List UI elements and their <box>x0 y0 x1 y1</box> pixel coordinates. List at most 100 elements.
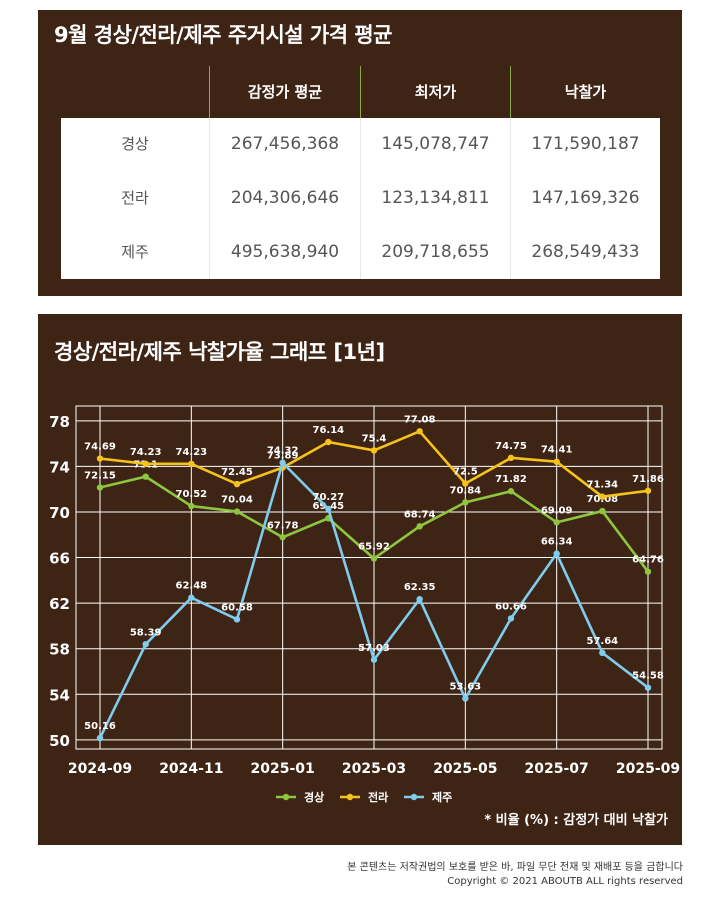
data-label-jeju: 54.58 <box>632 671 664 682</box>
data-label-jeolla: 72.5 <box>453 466 478 477</box>
data-point-jeolla <box>370 447 378 454</box>
data-label-gyeongsang: 70.84 <box>450 485 482 496</box>
table-title: 9월 경상/전라/제주 주거시설 가격 평균 <box>54 23 393 47</box>
data-point-gyeongsang <box>553 519 560 526</box>
table-cell: 171,590,187 <box>531 134 640 154</box>
legend-label-jeju: 제주 <box>432 790 452 804</box>
data-point-gyeongsang <box>599 507 606 515</box>
data-point-gyeongsang <box>188 502 195 510</box>
x-tick-label: 2024-09 <box>68 761 132 777</box>
legend-marker-jeolla <box>346 793 354 801</box>
data-label-jeolla: 77.08 <box>404 414 436 425</box>
data-point-gyeongsang <box>370 555 378 562</box>
table-cell: 145,078,747 <box>381 134 490 154</box>
table-cell: 495,638,940 <box>230 242 340 262</box>
y-tick-label: 78 <box>49 413 70 431</box>
x-tick-label: 2025-05 <box>433 761 497 777</box>
data-label-jeju: 57.03 <box>358 643 390 654</box>
data-point-jeolla <box>553 458 560 465</box>
row-label-jeolla: 전라 <box>121 189 149 207</box>
copyright-line: Copyright © 2021 ABOUTB ALL rights reser… <box>447 876 683 887</box>
data-point-jeolla <box>644 487 652 494</box>
row-label-gyeongsang: 경상 <box>121 135 149 153</box>
table-body: 경상 267,456,368 145,078,747 171,590,187 전… <box>61 118 660 279</box>
data-label-gyeongsang: 65.92 <box>358 541 390 552</box>
data-label-jeju: 50.16 <box>84 721 116 732</box>
data-label-jeju: 60.58 <box>221 602 253 613</box>
data-label-jeolla: 74.41 <box>541 445 573 456</box>
x-tick-label: 2024-11 <box>159 761 223 777</box>
data-label-jeju: 62.48 <box>176 581 208 592</box>
data-point-jeju <box>279 459 286 466</box>
data-point-jeju <box>507 615 515 622</box>
chart-title: 경상/전라/제주 낙찰가율 그래프 [1년] <box>54 340 385 364</box>
header-separator <box>360 66 361 118</box>
y-tick-label: 54 <box>49 686 70 704</box>
data-point-jeju <box>325 505 332 513</box>
data-point-jeju <box>142 641 149 648</box>
data-label-gyeongsang: 70.04 <box>221 495 253 506</box>
data-point-jeju <box>599 649 606 657</box>
y-tick-label: 70 <box>49 504 70 522</box>
legend-label-jeolla: 전라 <box>368 790 389 804</box>
y-tick-label: 74 <box>49 458 70 476</box>
data-label-jeolla: 71.86 <box>632 474 664 485</box>
data-point-jeolla <box>507 454 515 462</box>
data-label-jeolla: 75.4 <box>362 433 387 444</box>
row-label-jeju: 제주 <box>121 243 149 261</box>
table-cell: 268,549,433 <box>531 242 640 262</box>
data-point-jeolla <box>188 460 195 467</box>
data-point-gyeongsang <box>142 473 149 480</box>
x-tick-label: 2025-01 <box>251 761 315 777</box>
table-cell: 147,169,326 <box>531 188 640 208</box>
header-minimum-price: 최저가 <box>414 83 457 101</box>
x-tick-label: 2025-09 <box>616 761 680 777</box>
x-tick-label: 2025-03 <box>342 761 406 777</box>
data-label-gyeongsang: 67.78 <box>267 520 299 531</box>
data-point-jeju <box>644 684 652 691</box>
data-label-jeolla: 72.45 <box>221 467 253 478</box>
data-point-gyeongsang <box>279 534 286 541</box>
data-label-jeju: 62.35 <box>404 582 436 593</box>
data-point-gyeongsang <box>462 499 469 506</box>
data-label-jeolla: 74.23 <box>130 447 162 458</box>
legend-marker-jeju <box>410 793 418 801</box>
data-point-jeolla <box>416 428 423 435</box>
data-point-jeolla <box>96 455 104 462</box>
table-cell: 204,306,646 <box>230 188 340 208</box>
data-point-gyeongsang <box>233 508 241 515</box>
table-cell: 209,718,655 <box>381 242 490 262</box>
data-label-jeju: 70.27 <box>313 492 345 503</box>
ratio-note: * 비율 (%) : 감정가 대비 낙찰가 <box>484 812 668 828</box>
data-label-gyeongsang: 64.76 <box>632 555 664 566</box>
data-point-jeolla <box>599 493 606 500</box>
data-point-gyeongsang <box>507 488 515 495</box>
x-tick-label: 2025-07 <box>525 761 589 777</box>
data-point-jeju <box>233 616 241 623</box>
data-label-jeju: 57.64 <box>587 636 619 647</box>
header-separator <box>510 66 511 118</box>
y-tick-label: 66 <box>49 550 70 568</box>
data-point-jeolla <box>462 480 469 487</box>
copyright-notice: 본 콘텐츠는 저작권법의 보호를 받은 바, 파일 무단 전재 및 재배포 등을… <box>347 862 683 873</box>
data-label-jeolla: 71.34 <box>587 480 619 491</box>
data-point-gyeongsang <box>96 484 104 491</box>
line-chart: 50 54 58 62 66 70 74 78 2024-09 2024-11 2025-01 202… <box>49 405 680 828</box>
data-label-jeolla: 74.23 <box>176 447 208 458</box>
data-label-jeolla: 74.75 <box>495 441 527 452</box>
data-point-jeolla <box>325 438 332 446</box>
data-label-jeolla: 74.69 <box>84 442 116 453</box>
column-separator <box>209 118 210 279</box>
data-label-jeju: 74.32 <box>267 446 299 457</box>
data-label-gyeongsang: 69.09 <box>541 505 573 516</box>
header-separator <box>209 66 210 118</box>
data-label-jeju: 60.66 <box>495 601 527 612</box>
data-label-jeolla: 76.14 <box>313 425 345 436</box>
data-label-jeolla: 73.89 <box>267 451 299 462</box>
data-point-gyeongsang <box>416 523 423 530</box>
price-table-panel: 9월 경상/전라/제주 주거시설 가격 평균 감정가 평균 최저가 낙찰가 경상… <box>38 10 682 296</box>
data-point-jeju <box>462 695 469 702</box>
data-point-jeju <box>188 594 195 601</box>
data-point-jeju <box>553 550 560 557</box>
data-label-jeju: 53.63 <box>450 682 482 693</box>
